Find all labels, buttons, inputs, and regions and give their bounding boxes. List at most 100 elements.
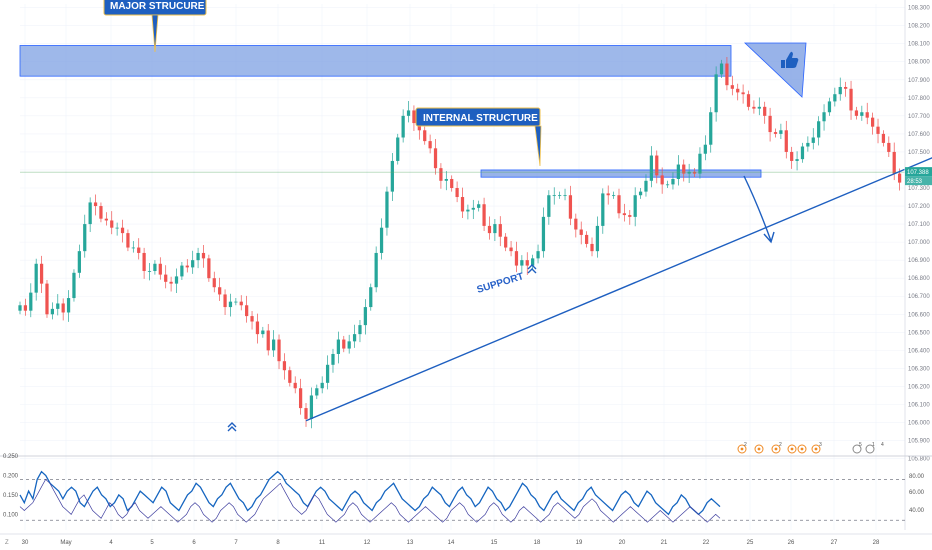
time-tick-label: 27 <box>831 540 838 546</box>
candle-body <box>773 132 778 134</box>
candle-body <box>34 263 38 293</box>
candle <box>439 163 443 189</box>
candle-body <box>228 301 233 308</box>
price-tick-label: 106.900 <box>908 258 930 264</box>
candle <box>298 378 303 415</box>
candle <box>72 269 76 302</box>
candle <box>450 175 454 192</box>
candle <box>83 214 87 258</box>
candle-body <box>844 86 848 89</box>
candle <box>455 181 459 203</box>
candle-body <box>655 155 659 176</box>
candle-body <box>881 133 886 143</box>
candle-body <box>552 195 556 197</box>
candle-body <box>617 195 621 214</box>
candle <box>120 219 125 243</box>
candle-body <box>714 74 718 113</box>
candle-body <box>525 260 529 266</box>
time-tick-label: 7 <box>234 540 238 546</box>
news-badge-count: 3 <box>819 442 822 448</box>
candle-body <box>45 283 49 315</box>
candle-body <box>790 151 794 161</box>
candle <box>584 231 589 248</box>
candle <box>352 324 357 348</box>
news-badge-count: 2 <box>779 442 782 448</box>
candle-body <box>892 151 896 174</box>
time-tick-label: 12 <box>364 540 371 546</box>
candle-body <box>671 178 675 185</box>
candle-body <box>644 180 648 192</box>
candle-body <box>385 191 389 228</box>
candle-body <box>239 301 243 306</box>
candle <box>665 180 670 189</box>
oscillator-left-tick: 0.200 <box>3 473 19 479</box>
time-tick-label: 28 <box>873 540 880 546</box>
candle <box>649 146 653 188</box>
candle <box>563 188 567 201</box>
time-tick-label: 19 <box>576 540 583 546</box>
candle <box>822 104 826 131</box>
price-tick-label: 108.000 <box>908 60 930 66</box>
candle-body <box>288 370 292 383</box>
price-tick-label: 108.300 <box>908 6 930 12</box>
candle-body <box>29 292 33 311</box>
candle <box>633 187 637 227</box>
news-badge-dot <box>790 447 794 451</box>
chevron <box>527 264 537 270</box>
candle <box>158 257 162 280</box>
candle-body <box>779 130 783 134</box>
time-axis: 30 May 4 5 6 7 8 11 12 13 14 15 18 19 20 21 22 25 26 27 28 Z <box>0 533 932 546</box>
candle-body <box>342 339 346 349</box>
candle <box>865 102 869 125</box>
time-tick-label: 6 <box>192 540 196 546</box>
candle-body <box>854 110 859 116</box>
thumb-hand <box>786 51 799 68</box>
candle-body <box>77 251 81 273</box>
candle-body <box>584 234 589 244</box>
candle-body <box>849 88 853 111</box>
candle-body <box>433 148 438 169</box>
candle <box>250 311 254 330</box>
candle-body <box>692 171 697 174</box>
candle-body <box>56 303 60 309</box>
projection-arrowhead <box>763 231 775 244</box>
candle-body <box>493 224 497 234</box>
candle <box>207 254 211 282</box>
candle-body <box>315 388 319 396</box>
candle <box>390 153 394 201</box>
candle <box>790 146 794 169</box>
candle <box>29 283 33 318</box>
chevron <box>227 422 237 428</box>
candle-body <box>196 252 200 261</box>
oscillator-panel: 0.250 0.200 0.150 0.100 80.00 60.00 40.00 <box>0 454 932 523</box>
candle-body <box>471 207 475 210</box>
candle-body <box>417 123 421 131</box>
candle <box>876 118 880 144</box>
candle <box>579 221 583 245</box>
candle <box>752 100 756 114</box>
oscillator-left-tick: 0.150 <box>3 493 19 499</box>
candle <box>844 81 848 97</box>
price-tick-label: 107.300 <box>908 186 930 192</box>
candle-body <box>897 173 902 183</box>
candle-body <box>39 263 44 284</box>
candle <box>223 289 227 316</box>
candle <box>412 105 416 132</box>
candle <box>714 66 718 122</box>
candle <box>730 75 734 96</box>
candle <box>239 295 243 311</box>
candle-body <box>514 251 519 266</box>
candle-body <box>504 236 508 248</box>
candle-body <box>83 224 87 252</box>
candle <box>34 258 38 301</box>
candle-body <box>120 227 125 234</box>
candle-body <box>390 160 394 192</box>
candle-body <box>412 110 416 124</box>
candle-body <box>212 278 216 288</box>
corner-label: Z <box>5 540 9 546</box>
candle-body <box>811 137 815 143</box>
candle <box>800 142 805 163</box>
candle <box>779 123 783 139</box>
candle-body <box>455 188 459 198</box>
news-badge-dot <box>757 447 761 451</box>
